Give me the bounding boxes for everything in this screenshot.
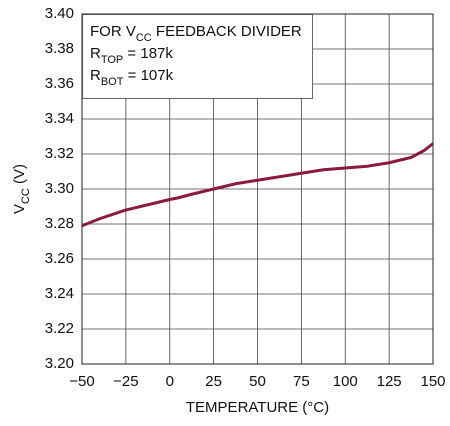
y-axis-label-part: V	[11, 204, 28, 214]
annotation-line-part: = 187k	[123, 45, 173, 62]
x-tick-label: 150	[420, 373, 445, 390]
x-tick-label: 50	[249, 373, 266, 390]
y-axis-label: VCC (V)	[11, 164, 32, 214]
x-tick-label: 0	[166, 373, 174, 390]
annotation-box	[82, 14, 313, 99]
plot-frame	[81, 13, 434, 365]
line-series	[81, 142, 434, 228]
annotation-line-subscript: TOP	[101, 54, 123, 66]
x-tick-label: 125	[377, 373, 402, 390]
x-tick-label: 100	[333, 373, 358, 390]
y-tick-label: 3.34	[45, 110, 74, 127]
annotation-line-part: FEEDBACK DIVIDER	[152, 23, 302, 40]
x-tick-label: −25	[113, 373, 138, 390]
y-tick-label: 3.30	[45, 180, 74, 197]
annotation-line-part: R	[90, 67, 101, 84]
annotation-line: RBOT = 107k	[90, 67, 174, 88]
x-tick-label: −50	[69, 373, 94, 390]
annotation-line: FOR VCC FEEDBACK DIVIDER	[90, 23, 302, 44]
annotation-line-part: FOR V	[90, 23, 136, 40]
y-axis-label-subscript: CC	[20, 188, 32, 204]
x-tick-label: 75	[293, 373, 310, 390]
annotation-line-subscript: BOT	[101, 76, 124, 88]
y-tick-label: 3.24	[45, 285, 74, 302]
y-axis-label-part: (V)	[11, 164, 28, 188]
annotation-line-part: = 107k	[123, 67, 173, 84]
y-tick-label: 3.38	[45, 40, 74, 57]
annotation-line: RTOP = 187k	[90, 45, 173, 66]
annotation-line-part: R	[90, 45, 101, 62]
y-tick-label: 3.32	[45, 145, 74, 162]
x-axis-label: TEMPERATURE (°C)	[186, 399, 329, 416]
y-tick-label: 3.26	[45, 250, 74, 267]
annotation-line-subscript: CC	[136, 32, 152, 44]
y-tick-label: 3.20	[45, 355, 74, 372]
y-tick-label: 3.28	[45, 215, 74, 232]
x-tick-label: 25	[205, 373, 222, 390]
y-tick-label: 3.36	[45, 75, 74, 92]
y-tick-label: 3.40	[45, 5, 74, 22]
y-tick-label: 3.22	[45, 320, 74, 337]
